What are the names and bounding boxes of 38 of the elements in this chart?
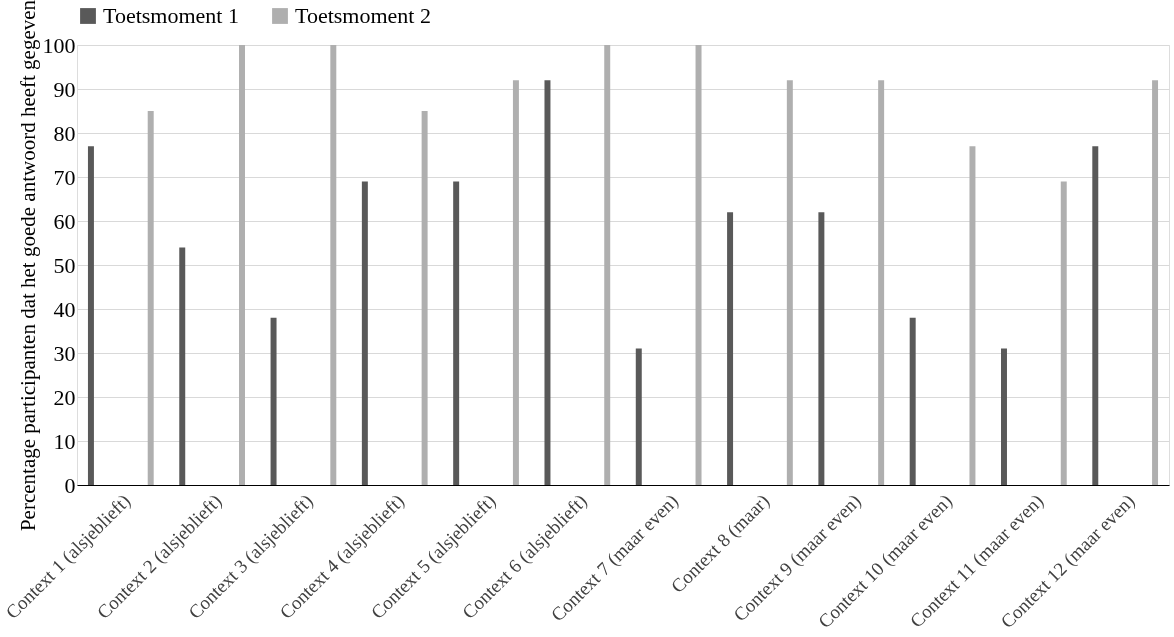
y-tick-label: 60 [53,208,76,234]
y-tick-label: 10 [53,428,76,454]
bar [1152,80,1159,485]
bar [695,45,702,485]
bar [179,247,186,485]
legend-label: Toetsmoment 2 [295,3,431,28]
legend-label: Toetsmoment 1 [103,3,239,28]
y-tick-label: 70 [53,164,76,190]
bar [1092,146,1099,485]
y-tick-label: 50 [53,252,76,278]
bar [239,45,245,485]
bar [512,80,519,485]
bar [635,348,642,485]
y-tick-label: 30 [53,340,76,366]
bar [727,212,734,485]
bar [909,317,916,485]
bar [361,181,368,485]
bar [786,80,793,485]
y-tick-label: 0 [64,472,76,498]
bar [1060,181,1067,485]
y-tick-label: 20 [53,384,76,410]
y-tick-label: 80 [53,120,76,146]
bar [878,80,885,485]
bar [818,212,825,485]
bar [270,317,277,485]
bar [421,111,428,485]
y-axis-title: Percentage participanten dat het goede antwoord heeft gegeven [15,0,40,532]
bar [87,146,94,485]
y-tick-label: 100 [42,32,76,58]
bar [544,80,551,485]
bar [604,45,611,485]
bar [330,45,337,485]
bar [453,181,460,485]
y-tick-label: 40 [53,296,76,322]
bar [147,111,154,485]
bar [969,146,976,485]
bar [1001,348,1007,485]
y-tick-label: 90 [53,76,76,102]
